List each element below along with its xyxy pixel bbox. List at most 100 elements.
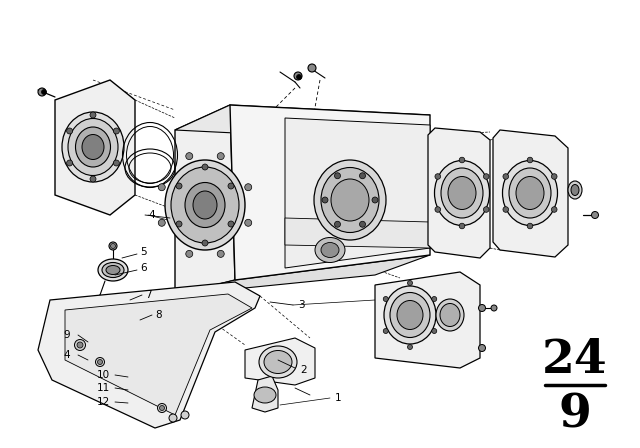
Ellipse shape xyxy=(397,301,423,329)
Circle shape xyxy=(42,90,47,95)
Polygon shape xyxy=(230,105,430,280)
Ellipse shape xyxy=(315,237,345,263)
Polygon shape xyxy=(493,130,568,257)
Circle shape xyxy=(113,160,120,166)
Circle shape xyxy=(97,359,102,365)
Ellipse shape xyxy=(102,263,124,277)
Circle shape xyxy=(217,250,224,257)
Circle shape xyxy=(335,173,340,179)
Text: 24: 24 xyxy=(542,337,608,383)
Ellipse shape xyxy=(264,350,292,374)
Ellipse shape xyxy=(502,160,557,225)
Circle shape xyxy=(228,183,234,189)
Circle shape xyxy=(372,197,378,203)
Circle shape xyxy=(202,240,208,246)
Polygon shape xyxy=(285,118,430,268)
Ellipse shape xyxy=(193,191,217,219)
Text: 2: 2 xyxy=(300,365,307,375)
Polygon shape xyxy=(285,218,430,248)
Ellipse shape xyxy=(82,134,104,159)
Polygon shape xyxy=(245,338,315,385)
Ellipse shape xyxy=(571,185,579,195)
Circle shape xyxy=(186,250,193,257)
Ellipse shape xyxy=(440,303,460,327)
Circle shape xyxy=(244,219,252,226)
Circle shape xyxy=(158,219,165,226)
Text: 12: 12 xyxy=(97,397,110,407)
Circle shape xyxy=(479,345,486,352)
Text: 3: 3 xyxy=(298,300,305,310)
Ellipse shape xyxy=(321,168,379,233)
Circle shape xyxy=(90,176,96,182)
Ellipse shape xyxy=(185,182,225,228)
Circle shape xyxy=(67,160,72,166)
Circle shape xyxy=(296,74,301,79)
Ellipse shape xyxy=(441,168,483,218)
Circle shape xyxy=(491,305,497,311)
Ellipse shape xyxy=(314,160,386,240)
Ellipse shape xyxy=(165,160,245,250)
Text: 5: 5 xyxy=(140,247,147,257)
Circle shape xyxy=(202,164,208,170)
Circle shape xyxy=(228,221,234,227)
Circle shape xyxy=(169,414,177,422)
Circle shape xyxy=(503,174,509,179)
Circle shape xyxy=(77,342,83,348)
Circle shape xyxy=(527,157,532,163)
Circle shape xyxy=(460,157,465,163)
Polygon shape xyxy=(175,105,430,140)
Circle shape xyxy=(113,128,120,134)
Circle shape xyxy=(527,223,532,229)
Ellipse shape xyxy=(254,387,276,403)
Circle shape xyxy=(483,207,489,212)
Polygon shape xyxy=(428,128,490,258)
Circle shape xyxy=(591,211,598,219)
Text: 8: 8 xyxy=(155,310,162,320)
Circle shape xyxy=(383,328,388,333)
Circle shape xyxy=(158,184,165,191)
Circle shape xyxy=(217,153,224,159)
Circle shape xyxy=(181,411,189,419)
Circle shape xyxy=(503,207,509,212)
Ellipse shape xyxy=(331,179,369,221)
Circle shape xyxy=(435,207,440,212)
Ellipse shape xyxy=(68,119,118,176)
Circle shape xyxy=(360,221,365,227)
Circle shape xyxy=(335,221,340,227)
Circle shape xyxy=(435,174,440,179)
Circle shape xyxy=(157,404,166,413)
Circle shape xyxy=(294,72,302,80)
Text: 9: 9 xyxy=(559,392,591,438)
Text: 4: 4 xyxy=(63,350,70,360)
Circle shape xyxy=(244,184,252,191)
Circle shape xyxy=(90,112,96,118)
Circle shape xyxy=(552,174,557,179)
Circle shape xyxy=(109,242,117,250)
Ellipse shape xyxy=(509,168,551,218)
Circle shape xyxy=(432,297,436,302)
Polygon shape xyxy=(65,294,252,415)
Circle shape xyxy=(186,153,193,159)
Polygon shape xyxy=(175,255,430,295)
Ellipse shape xyxy=(436,299,464,331)
Ellipse shape xyxy=(568,181,582,199)
Circle shape xyxy=(308,64,316,72)
Circle shape xyxy=(552,207,557,212)
Circle shape xyxy=(67,128,72,134)
Ellipse shape xyxy=(516,177,544,210)
Text: 10: 10 xyxy=(97,370,110,380)
Ellipse shape xyxy=(62,112,124,182)
Circle shape xyxy=(38,88,46,96)
Ellipse shape xyxy=(435,160,490,225)
Circle shape xyxy=(408,280,413,285)
Text: 6: 6 xyxy=(140,263,147,273)
Polygon shape xyxy=(175,105,235,295)
Ellipse shape xyxy=(321,242,339,258)
Text: 1: 1 xyxy=(335,393,342,403)
Circle shape xyxy=(483,174,489,179)
Ellipse shape xyxy=(98,259,128,281)
Ellipse shape xyxy=(384,286,436,344)
Circle shape xyxy=(74,340,86,350)
Text: 11: 11 xyxy=(97,383,110,393)
Circle shape xyxy=(479,305,486,311)
